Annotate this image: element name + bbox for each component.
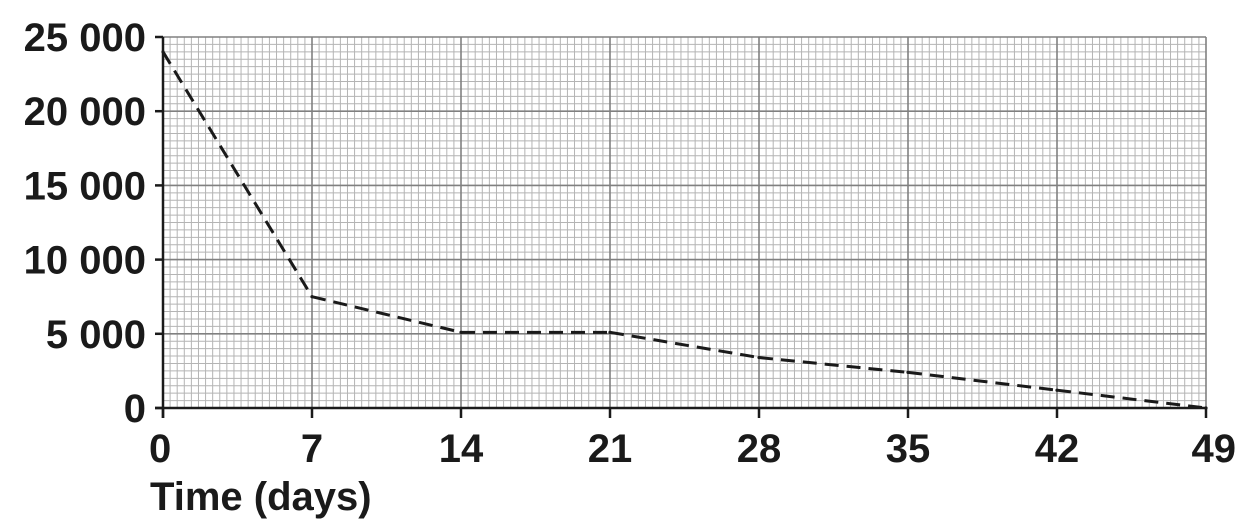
x-tick-label: 7 bbox=[301, 427, 323, 471]
data-point bbox=[906, 370, 910, 374]
data-point bbox=[459, 330, 463, 334]
y-tick-label: 25 000 bbox=[24, 16, 146, 60]
series-line-segment bbox=[907, 370, 1058, 392]
data-point bbox=[310, 295, 314, 299]
minor-gridlines bbox=[162, 36, 1207, 409]
series-line-segment bbox=[311, 295, 462, 334]
y-tick-label: 0 bbox=[124, 387, 146, 431]
data-point bbox=[161, 50, 165, 54]
y-tick-label: 15 000 bbox=[24, 164, 146, 208]
x-tick-label: 42 bbox=[1035, 427, 1080, 471]
y-tick-label: 5 000 bbox=[46, 313, 146, 357]
x-tick-label: 14 bbox=[439, 427, 484, 471]
series-line-segment bbox=[609, 330, 760, 360]
data-point bbox=[1204, 406, 1208, 410]
x-tick-label: 49 bbox=[1192, 427, 1237, 471]
data-point bbox=[608, 330, 612, 334]
series-line-segment bbox=[161, 51, 314, 298]
x-tick-label: 28 bbox=[737, 427, 782, 471]
x-tick-label: 0 bbox=[149, 427, 171, 471]
data-point bbox=[1055, 388, 1059, 392]
y-tick-label: 20 000 bbox=[24, 90, 146, 134]
y-tick-label: 10 000 bbox=[24, 239, 146, 283]
x-tick-labels: 0 7 14 21 28 35 42 49 bbox=[149, 427, 1236, 471]
x-axis-title: Time (days) bbox=[150, 475, 372, 519]
series-line-segment bbox=[758, 356, 909, 374]
series-group bbox=[161, 50, 1208, 410]
x-tick-label: 35 bbox=[886, 427, 931, 471]
y-tick-labels: 0 5 000 10 000 15 000 20 000 25 000 bbox=[24, 16, 146, 431]
x-tick-label: 21 bbox=[588, 427, 633, 471]
series-line-segment bbox=[1056, 388, 1207, 410]
data-point bbox=[757, 355, 761, 360]
axes bbox=[155, 35, 1208, 418]
